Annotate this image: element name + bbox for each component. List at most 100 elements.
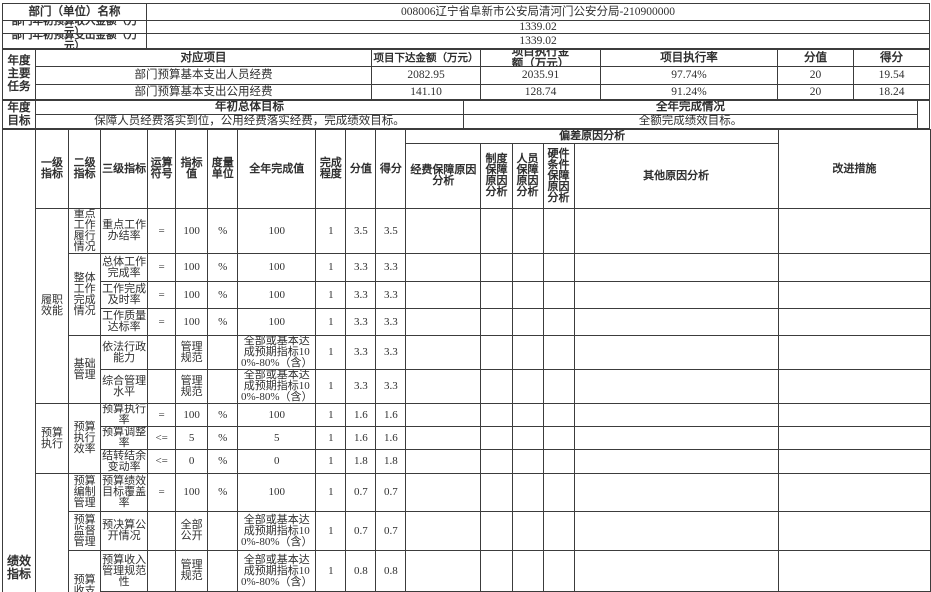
cell-weight: 3.3: [345, 253, 377, 282]
cell-l2: 预算收支: [68, 550, 102, 592]
task-score: 18.24: [854, 85, 930, 100]
cell-score: 3.3: [375, 281, 407, 309]
cell-op: =: [147, 208, 177, 254]
indicator-row: 预算调整率 <= 5% 5 1 1.6 1.6: [3, 426, 931, 450]
col-header-unit: 度量单位: [207, 129, 239, 209]
cell-l3: 预算调整率: [100, 426, 149, 450]
cell-op: <=: [147, 426, 177, 450]
col-header-execution-rate: 项目执行率: [601, 50, 778, 67]
cell-result: 100: [237, 281, 317, 309]
cell-degree: 1: [315, 208, 347, 254]
completion-header: 全年完成情况: [464, 101, 918, 115]
cell-l3: 预决算公开情况: [100, 511, 149, 551]
completion-text: 全额完成绩效目标。: [464, 115, 918, 129]
cell-improve: [777, 253, 931, 282]
cell-l3: 预算执行率: [100, 403, 149, 427]
cell-other: [573, 473, 779, 512]
cell-weight: 0.7: [345, 473, 377, 512]
cell-improve: [777, 550, 931, 592]
cell-score: 1.6: [375, 426, 407, 450]
task-weight: 20: [778, 85, 854, 100]
cell-hardware: [542, 511, 575, 551]
cell-personnel: [511, 511, 544, 551]
col-header-result: 全年完成值: [237, 129, 317, 209]
cell-other: [573, 550, 779, 592]
cell-target: 100: [175, 281, 209, 309]
cell-l2: 预算编制管理: [68, 473, 102, 512]
cell-score: 1.8: [375, 449, 407, 474]
cell-unit: %: [207, 281, 239, 309]
task-score: 19.54: [854, 67, 930, 85]
section-label-annual-tasks: 年度主要任务: [3, 50, 36, 100]
indicator-table: 绩效指标 一级指标 二级指标 三级指标 运算符号 指标值 度量单位 全年完成值 …: [1, 129, 931, 592]
cell-hardware: [542, 335, 575, 370]
cell-score: 3.3: [375, 253, 407, 282]
cell-result: 100: [237, 208, 317, 254]
indicator-row: 履职效能 重点工作履行情况 重点工作办结率 = 100% 100 1 3.5 3.5: [3, 208, 931, 404]
cell-l3: 结转结余变动率: [100, 449, 149, 474]
col-header-deviation-group: 偏差原因分析: [405, 129, 779, 144]
cell-system: [480, 253, 513, 282]
cell-target: 100: [175, 208, 209, 254]
cell-result: 全部或基本达成预期指标100%-80%（含）: [237, 335, 317, 370]
cell-system: [480, 511, 513, 551]
cell-degree: 1: [315, 369, 347, 404]
cell-funding: [405, 308, 482, 336]
cell-hardware: [542, 369, 575, 404]
cell-unit: %: [207, 449, 239, 474]
col-header-score: 得分: [375, 129, 407, 209]
cell-target: 100: [175, 403, 209, 427]
cell-l3: 综合管理水平: [100, 369, 149, 404]
cell-l3: 依法行政能力: [100, 335, 149, 370]
col-header-degree: 完成程度: [315, 129, 347, 209]
task-project: 部门预算基本支出人员经费: [36, 67, 372, 85]
cell-target: 100: [175, 308, 209, 336]
cell-degree: 1: [315, 403, 347, 427]
cell-personnel: [511, 473, 544, 512]
cell-op: [147, 550, 177, 592]
cell-system: [480, 473, 513, 512]
cell-unit: [207, 369, 239, 404]
cell-system: [480, 335, 513, 370]
cell-funding: [405, 426, 482, 450]
col-header-executed-amount: 项目执行金额（万元）: [481, 50, 601, 67]
cell-system: [480, 403, 513, 427]
task-issued: 2082.95: [372, 67, 481, 85]
cell-op: =: [147, 403, 177, 427]
cell-unit: [207, 335, 239, 370]
cell-l1: 履职效能: [35, 208, 70, 404]
cell-target: 管理规范: [175, 335, 209, 370]
indicator-row: 预算收支 预算收入管理规范性 管理规范 全部或基本达成预期指标100%-80%（含） 1…: [3, 550, 931, 592]
indicator-row: 预算执行 预算执行效率 预算执行率 = 100% 100 1 1.6 1.6: [3, 403, 931, 474]
task-rate: 97.74%: [601, 67, 778, 85]
cell-score: 0.8: [375, 550, 407, 592]
cell-other: [573, 449, 779, 474]
cell-hardware: [542, 308, 575, 336]
cell-other: [573, 253, 779, 282]
cell-weight: 1.8: [345, 449, 377, 474]
cell-l2: 预算执行效率: [68, 403, 102, 474]
cell-op: [147, 335, 177, 370]
cell-weight: 3.5: [345, 208, 377, 254]
cell-op: =: [147, 281, 177, 309]
cell-weight: 0.7: [345, 511, 377, 551]
cell-score: 3.3: [375, 335, 407, 370]
cell-score: 3.3: [375, 369, 407, 404]
cell-system: [480, 208, 513, 254]
cell-degree: 1: [315, 281, 347, 309]
cell-improve: [777, 449, 931, 474]
cell-improve: [777, 369, 931, 404]
cell-op: =: [147, 308, 177, 336]
task-executed: 2035.91: [481, 67, 601, 85]
cell-hardware: [542, 253, 575, 282]
task-issued: 141.10: [372, 85, 481, 100]
indicator-row: 工作完成及时率 = 100% 100 1 3.3 3.3: [3, 281, 931, 309]
cell-improve: [777, 335, 931, 370]
cell-weight: 0.8: [345, 550, 377, 592]
cell-op: [147, 369, 177, 404]
cell-weight: 3.3: [345, 369, 377, 404]
col-header-level2: 二级指标: [68, 129, 102, 209]
cell-system: [480, 426, 513, 450]
cell-weight: 1.6: [345, 403, 377, 427]
expense-value: 1339.02: [147, 34, 930, 49]
